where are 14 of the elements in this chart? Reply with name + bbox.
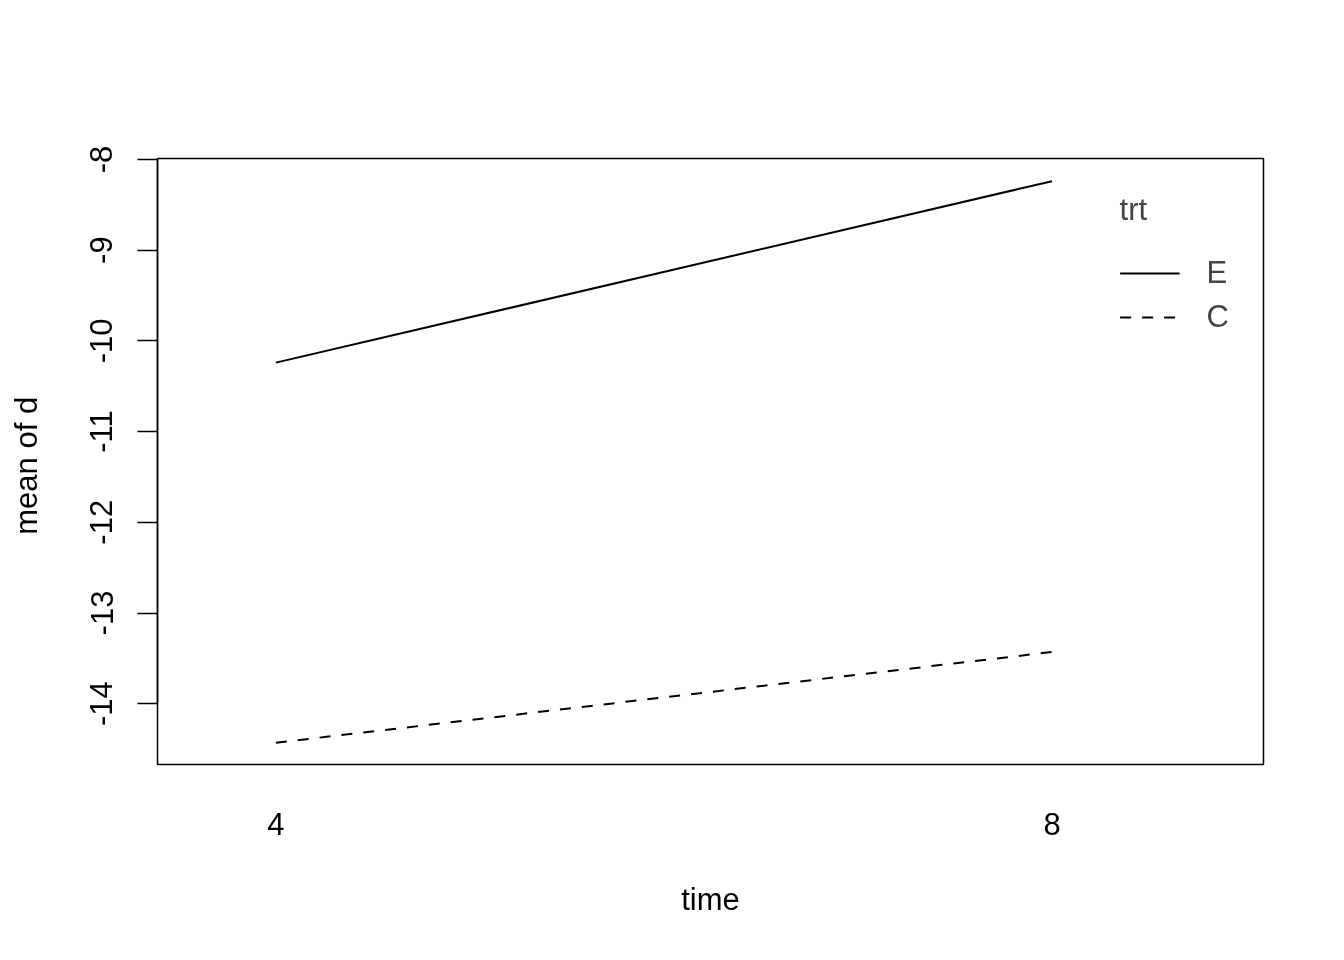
legend-label: C [1206,299,1229,335]
y-tick-label: -11 [84,410,120,453]
x-tick-label: 4 [267,806,285,842]
y-tick-label: -12 [84,499,120,545]
legend-label: E [1206,255,1228,291]
y-tick-label: -14 [84,681,120,727]
legend-title: trt [1119,192,1149,228]
y-tick-label: -10 [84,318,120,364]
y-axis-title: mean of d [8,396,44,535]
y-tick-label: -13 [84,590,120,636]
y-tick-label: -8 [84,145,120,174]
y-tick-label: -9 [84,236,120,264]
x-axis-title: time [681,881,740,917]
x-tick-label: 8 [1043,806,1061,842]
